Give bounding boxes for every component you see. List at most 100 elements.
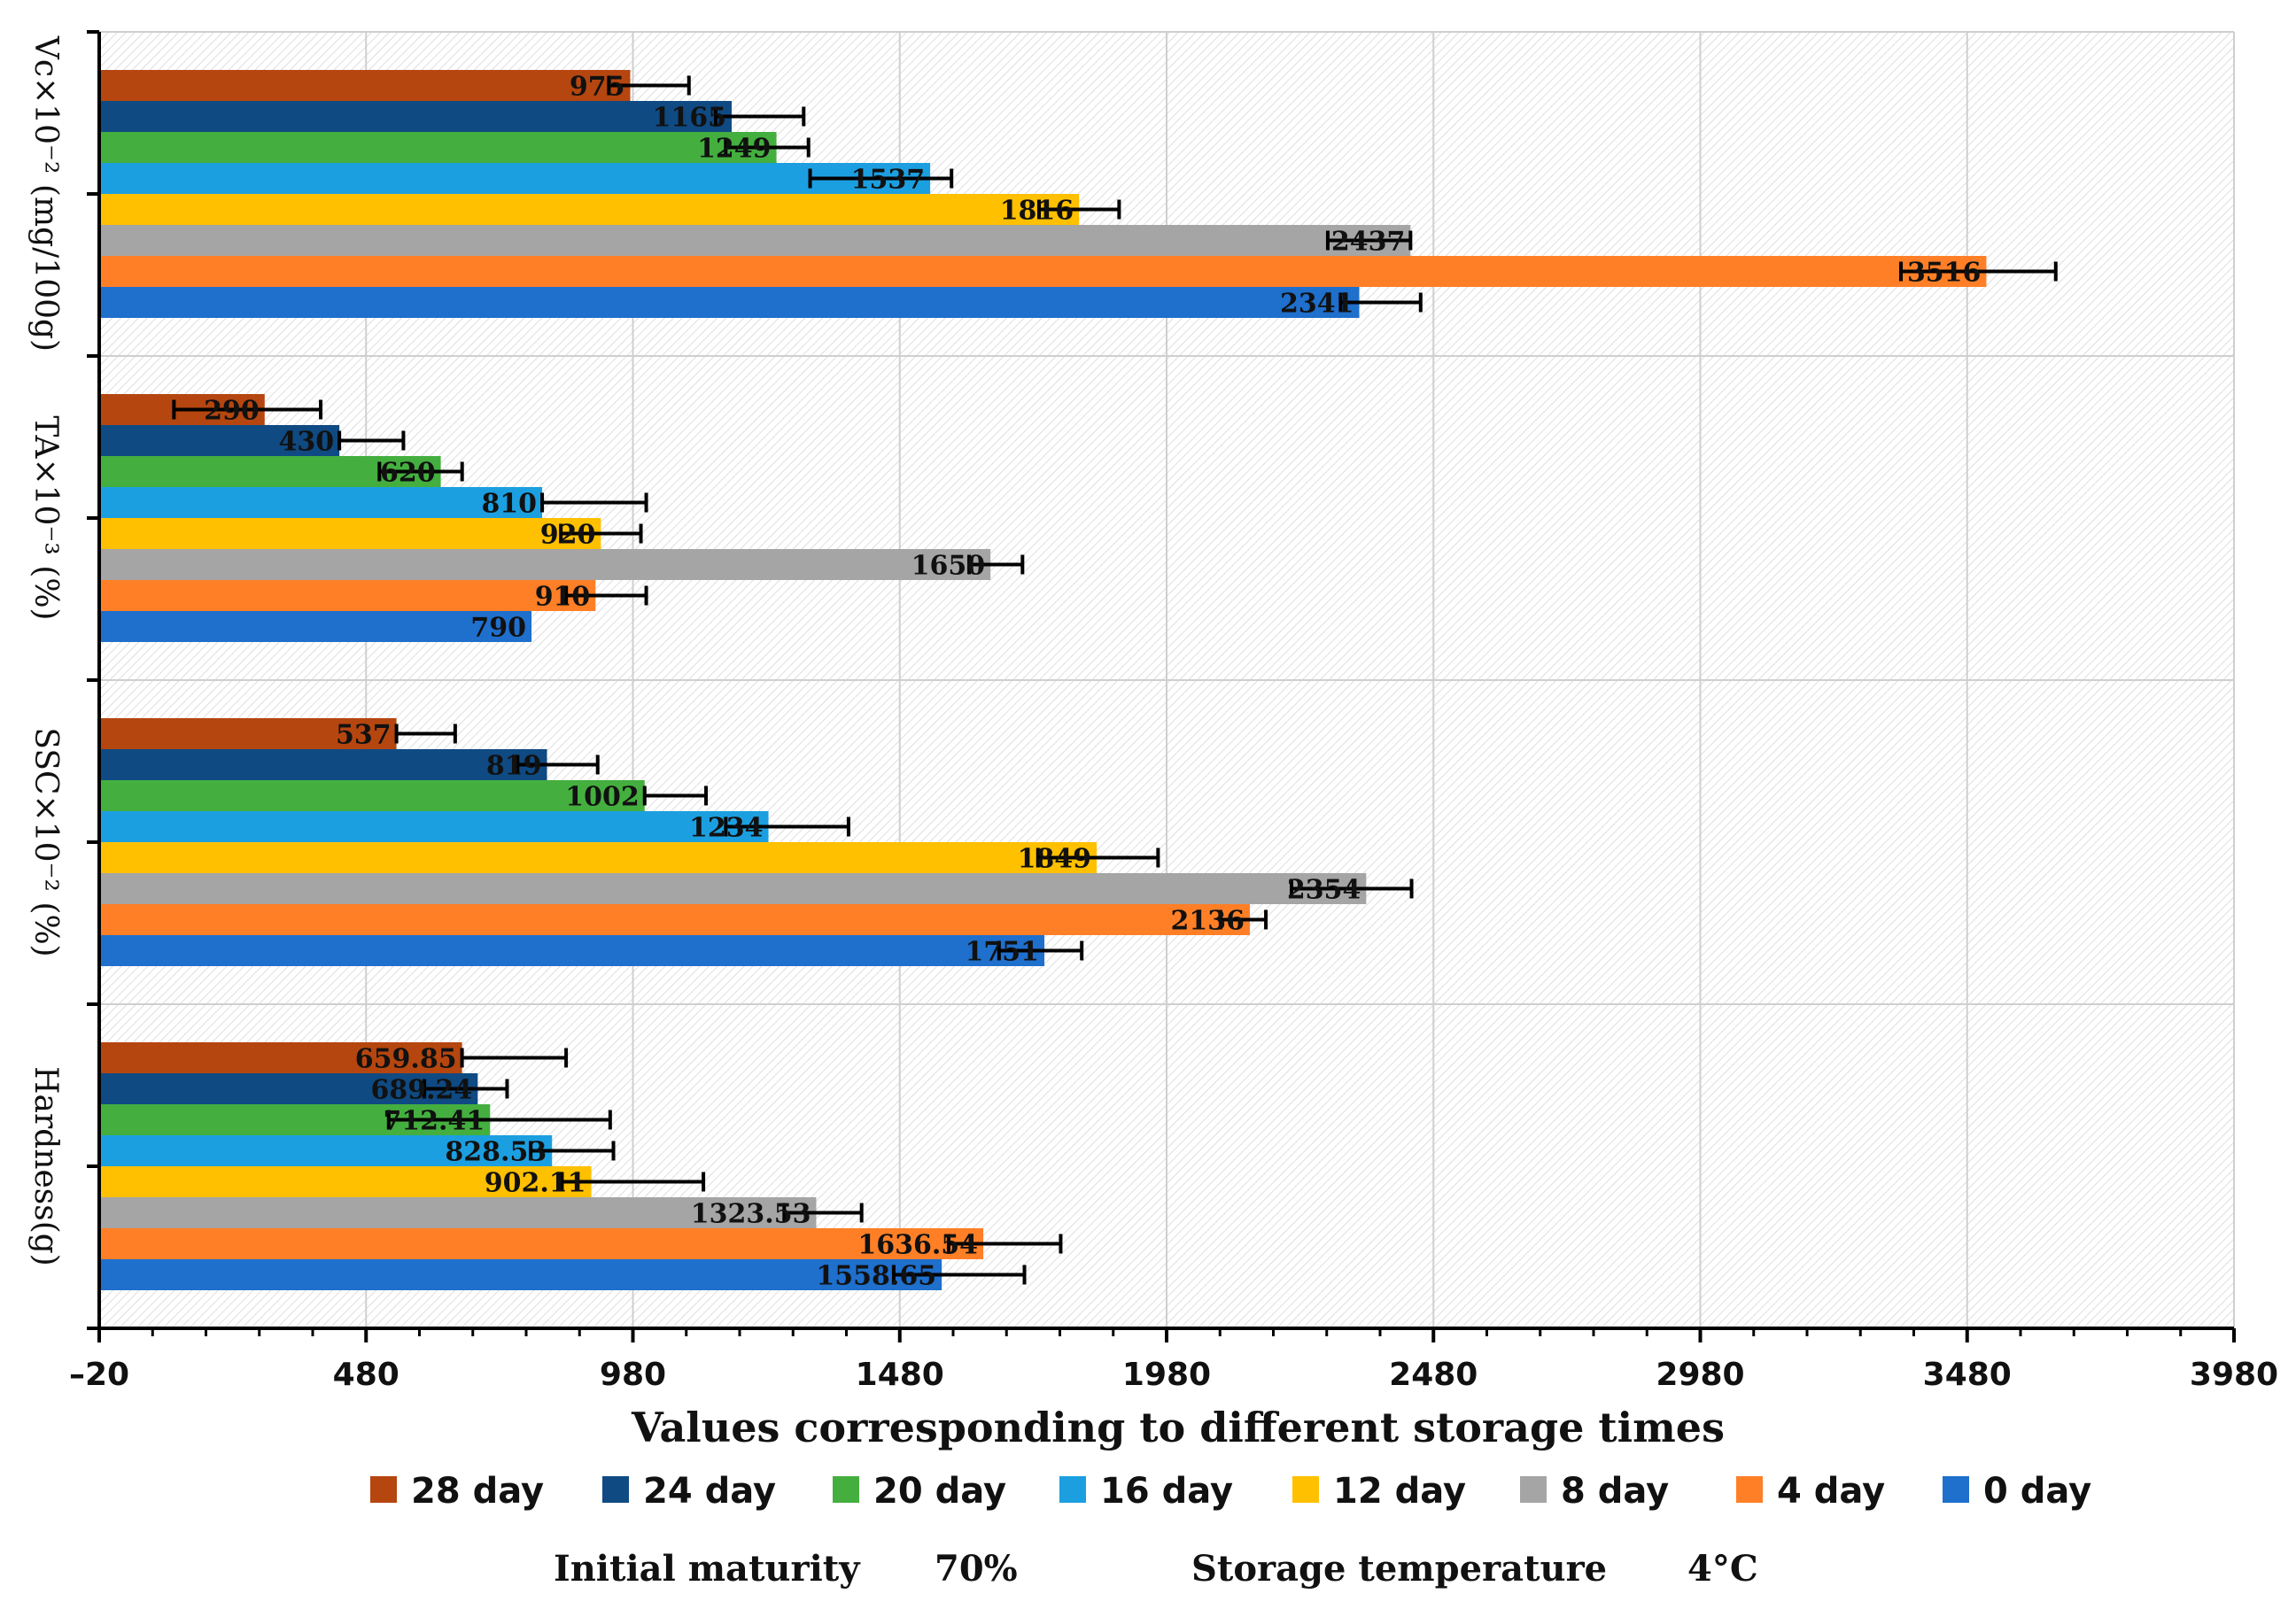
data-label: 712.41 xyxy=(383,1106,485,1137)
data-label: 290 xyxy=(204,396,260,427)
bar xyxy=(99,1197,817,1228)
data-label: 537 xyxy=(336,720,392,751)
x-tick-label: –20 xyxy=(69,1357,129,1393)
legend-label: 24 day xyxy=(643,1471,776,1512)
bar xyxy=(99,70,631,101)
data-label: 1650 xyxy=(911,551,986,582)
legend-label: 20 day xyxy=(873,1471,1006,1512)
legend-item: 8 day xyxy=(1520,1471,1669,1512)
bar xyxy=(99,163,931,194)
bar xyxy=(99,256,1987,287)
x-tick-label: 2980 xyxy=(1656,1357,1744,1393)
data-label: 920 xyxy=(540,520,596,551)
data-label: 1849 xyxy=(1018,844,1092,875)
bar xyxy=(99,935,1045,966)
bar xyxy=(99,1259,942,1290)
data-label: 2437 xyxy=(1331,227,1406,258)
bar xyxy=(99,518,601,549)
x-tick-label: 980 xyxy=(600,1357,666,1393)
y-category-label: Vc×10⁻² (mg/100g) xyxy=(27,35,64,352)
bar xyxy=(99,904,1250,935)
bar xyxy=(99,718,397,749)
data-label: 975 xyxy=(570,72,625,103)
data-label: 2354 xyxy=(1287,875,1361,906)
bar xyxy=(99,811,769,842)
bar xyxy=(99,580,596,611)
temperature-label: Storage temperature xyxy=(1191,1548,1607,1590)
data-label: 910 xyxy=(535,582,591,613)
legend-item: 0 day xyxy=(1943,1471,2091,1512)
data-label: 689.24 xyxy=(370,1075,472,1106)
legend-item: 24 day xyxy=(602,1471,776,1512)
x-tick-label: 1480 xyxy=(856,1357,944,1393)
maturity-label: Initial maturity xyxy=(554,1548,861,1590)
legend-item: 12 day xyxy=(1292,1471,1466,1512)
legend-item: 16 day xyxy=(1059,1471,1233,1512)
data-label: 2341 xyxy=(1280,289,1354,320)
bar xyxy=(99,132,777,163)
data-label: 1249 xyxy=(697,134,772,165)
legend-item: 20 day xyxy=(833,1471,1006,1512)
bar xyxy=(99,1166,592,1197)
legend-item: 4 day xyxy=(1736,1471,1885,1512)
x-tick-label: 3980 xyxy=(2190,1357,2278,1393)
legend-swatch xyxy=(1520,1476,1547,1503)
data-label: 1558.65 xyxy=(816,1261,936,1292)
data-label: 1537 xyxy=(851,165,926,196)
legend-label: 4 day xyxy=(1777,1471,1885,1512)
bar xyxy=(99,780,645,811)
x-tick-label: 3480 xyxy=(1923,1357,2012,1393)
y-category-label: TA×10⁻³ (%) xyxy=(27,415,64,620)
x-tick-label: 2480 xyxy=(1389,1357,1478,1393)
bar xyxy=(99,1073,478,1104)
bar xyxy=(99,101,732,132)
data-label: 2136 xyxy=(1170,906,1245,937)
legend-swatch xyxy=(1292,1476,1319,1503)
bar xyxy=(99,749,547,780)
data-label: 810 xyxy=(481,489,537,520)
bar xyxy=(99,487,543,518)
data-label: 828.53 xyxy=(445,1137,547,1168)
data-label: 1234 xyxy=(689,813,764,844)
data-label: 1323.53 xyxy=(691,1199,811,1230)
data-label: 1636.54 xyxy=(857,1230,978,1261)
bar xyxy=(99,425,340,456)
x-axis-title: Values corresponding to different storag… xyxy=(631,1404,1725,1451)
y-category-label: SSC×10⁻² (%) xyxy=(27,727,64,956)
maturity-value: 70% xyxy=(935,1548,1018,1590)
bar xyxy=(99,1042,462,1073)
y-category-label: Hardness(g) xyxy=(27,1066,64,1266)
data-label: 1816 xyxy=(1000,196,1074,227)
bar xyxy=(99,1135,553,1166)
data-label: 790 xyxy=(470,613,526,644)
data-label: 430 xyxy=(279,427,335,458)
data-label: 902.11 xyxy=(485,1168,586,1199)
footer-info: Initial maturity 70% Storage temperature… xyxy=(554,1548,1758,1590)
legend-label: 16 day xyxy=(1100,1471,1233,1512)
data-label: 1002 xyxy=(565,782,640,813)
legend-swatch xyxy=(1059,1476,1086,1503)
legend-swatch xyxy=(833,1476,859,1503)
legend-item: 28 day xyxy=(370,1471,544,1512)
bar xyxy=(99,611,532,642)
bar xyxy=(99,549,991,580)
temperature-value: 4°C xyxy=(1687,1548,1758,1590)
data-label: 1165 xyxy=(652,103,726,134)
bar xyxy=(99,873,1367,904)
bar xyxy=(99,287,1360,318)
data-label: 620 xyxy=(380,458,436,489)
legend-label: 8 day xyxy=(1561,1471,1669,1512)
bar xyxy=(99,842,1098,873)
bar xyxy=(99,1228,984,1259)
legend-swatch xyxy=(370,1476,397,1503)
x-tick-label: 480 xyxy=(333,1357,399,1393)
bar xyxy=(99,194,1080,225)
x-tick-label: 1980 xyxy=(1122,1357,1211,1393)
legend-swatch xyxy=(602,1476,629,1503)
legend-swatch xyxy=(1736,1476,1763,1503)
data-label: 3516 xyxy=(1907,258,1982,289)
data-label: 819 xyxy=(486,751,542,782)
bar xyxy=(99,225,1411,256)
